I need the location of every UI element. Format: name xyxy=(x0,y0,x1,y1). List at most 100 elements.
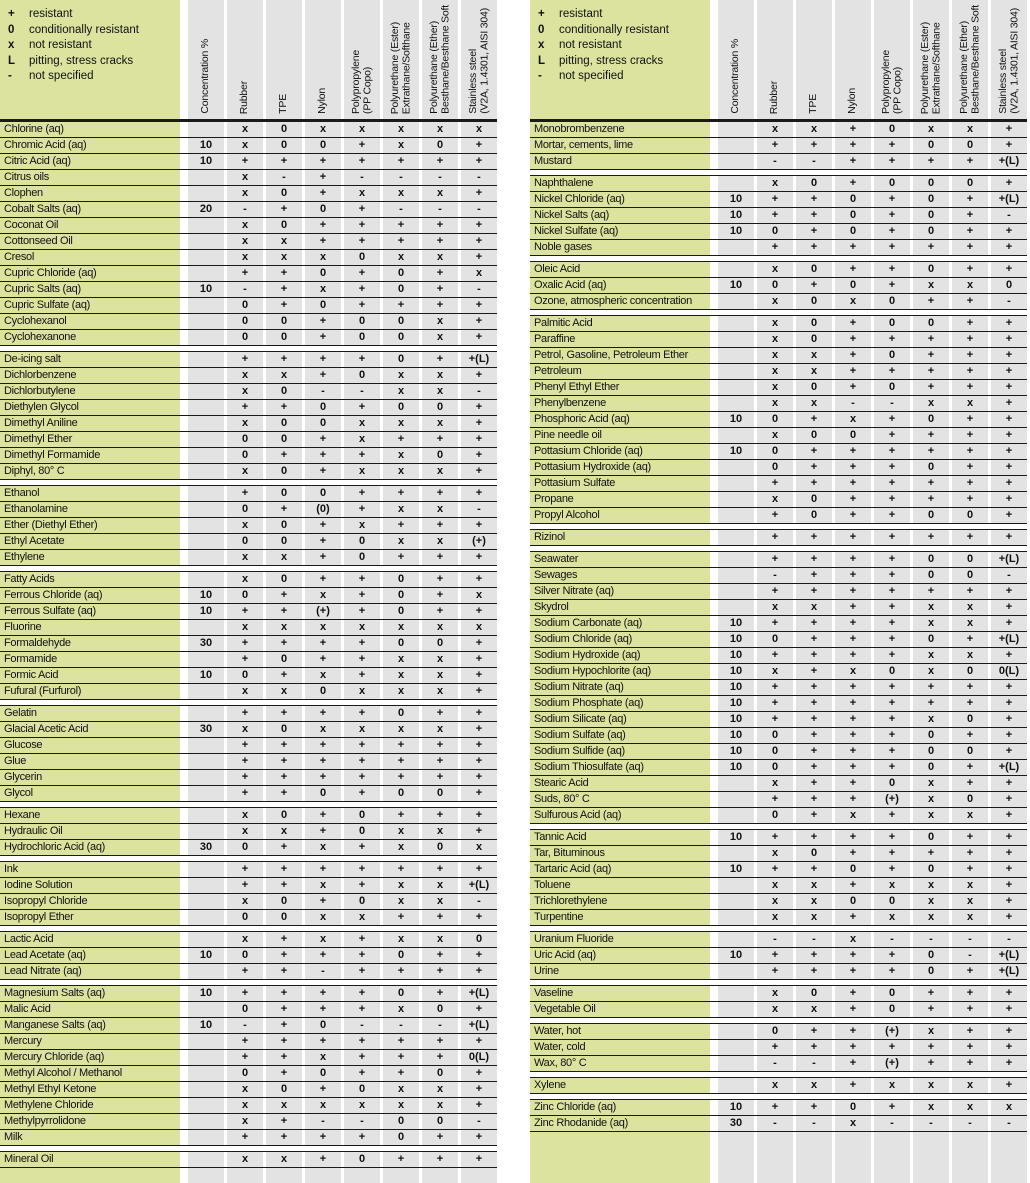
rating-cell: + xyxy=(266,1034,302,1049)
table-row: Cyclohexanol 0 0 +0 0 x + xyxy=(0,314,497,330)
chemical-name: Malic Acid xyxy=(0,1002,180,1017)
rating-cell: 0 xyxy=(344,824,380,839)
rating-cell: 0 xyxy=(952,508,988,523)
rating-cell: + xyxy=(796,964,832,979)
rating-cell: + xyxy=(874,460,910,475)
rating-cell: (+) xyxy=(874,1024,910,1039)
rating-cell: + xyxy=(383,486,419,501)
chemical-name: Monobrombenzene xyxy=(530,122,710,137)
rating-cell: + xyxy=(952,428,988,443)
rating-cell: x xyxy=(227,416,263,431)
rating-cell: 0 xyxy=(796,294,832,309)
rating-cell: + xyxy=(461,948,497,963)
rating-cell: + xyxy=(305,986,341,1001)
rating-cell: 0 xyxy=(835,862,871,877)
rating-cell: + xyxy=(991,878,1027,893)
rating-cell: x xyxy=(383,668,419,683)
chemical-name: Phenyl Ethyl Ether xyxy=(530,380,710,395)
rating-cell: + xyxy=(874,224,910,239)
rating-cell: x xyxy=(796,1002,832,1017)
rating-cell: +(L) xyxy=(991,760,1027,775)
rating-cell: 0 xyxy=(913,192,949,207)
chemical-name: Pottasium Sulfate xyxy=(530,476,710,491)
rating-cell: 0 xyxy=(952,664,988,679)
rating-cell: 0 xyxy=(796,986,832,1001)
filler-name-column xyxy=(530,1132,710,1183)
chemical-name: Sodium Carbonate (aq) xyxy=(530,616,710,631)
rating-cell: + xyxy=(757,1040,793,1055)
rating-cell: 0 xyxy=(913,760,949,775)
rating-cell: - xyxy=(461,502,497,517)
rating-cell: x xyxy=(422,186,458,201)
rating-cell: + xyxy=(835,744,871,759)
concentration-value xyxy=(718,776,754,791)
rating-cell: x xyxy=(422,416,458,431)
table-row: Methyl Ethyl Ketone x 0 +0 x x + xyxy=(0,1082,497,1098)
rating-cell: + xyxy=(227,1050,263,1065)
concentration-value xyxy=(718,878,754,893)
rating-cell: + xyxy=(991,894,1027,909)
concentration-value xyxy=(718,428,754,443)
rating-cell: x xyxy=(913,712,949,727)
rating-cell: x xyxy=(422,652,458,667)
rating-cell: + xyxy=(305,636,341,651)
chemical-name: Zinc Chloride (aq) xyxy=(530,1100,710,1115)
rating-cell: x xyxy=(383,684,419,699)
table-row: Propane x 0 + + + + + xyxy=(530,492,1027,508)
rating-cell: (+) xyxy=(305,604,341,619)
chemical-name: Phosphoric Acid (aq) xyxy=(530,412,710,427)
concentration-value xyxy=(718,396,754,411)
rating-cell: x xyxy=(305,122,341,137)
rating-cell: x xyxy=(913,1024,949,1039)
rating-cell: 0 xyxy=(227,448,263,463)
legend-label: resistant xyxy=(559,8,603,20)
rating-cell: + xyxy=(835,948,871,963)
table-row: Iodine Solution + + x + x x +(L) xyxy=(0,878,497,894)
column-header: Stainless steel (V2A, 1.4301, AISI 304) xyxy=(461,0,497,119)
rating-cell: + xyxy=(305,154,341,169)
table-row: Nickel Sulfate (aq) 10 0 +0 +0 + + xyxy=(530,224,1027,240)
rating-cell: + xyxy=(874,616,910,631)
rating-cell: + xyxy=(422,1034,458,1049)
rating-cell: + xyxy=(422,572,458,587)
rating-cell: + xyxy=(991,122,1027,137)
rating-cell: + xyxy=(991,364,1027,379)
rating-cell: - xyxy=(796,154,832,169)
legend-label: resistant xyxy=(29,8,73,20)
concentration-value xyxy=(188,550,224,565)
chemical-name: Vegetable Oil xyxy=(530,1002,710,1017)
rating-cell: + xyxy=(952,316,988,331)
rating-cell: + xyxy=(227,706,263,721)
rating-cell: + xyxy=(344,964,380,979)
rating-cell: x xyxy=(757,348,793,363)
rating-cell: + xyxy=(422,298,458,313)
rating-cell: + xyxy=(344,786,380,801)
concentration-value: 10 xyxy=(188,588,224,603)
rating-cell: - xyxy=(344,1018,380,1033)
column-header: Nylon xyxy=(305,0,341,119)
rating-cell: + xyxy=(835,696,871,711)
concentration-value xyxy=(188,964,224,979)
rating-cell: + xyxy=(991,910,1027,925)
rating-cell: + xyxy=(991,1056,1027,1071)
chemical-name: Glycol xyxy=(0,786,180,801)
rating-cell: + xyxy=(952,444,988,459)
chemical-name: Glucose xyxy=(0,738,180,753)
chemical-name: Iodine Solution xyxy=(0,878,180,893)
rating-cell: x xyxy=(305,668,341,683)
concentration-value xyxy=(718,846,754,861)
rating-cell: + xyxy=(461,518,497,533)
rating-cell: 0 xyxy=(757,412,793,427)
rating-cell: + xyxy=(344,352,380,367)
rating-cell: + xyxy=(461,298,497,313)
rating-cell: - xyxy=(383,170,419,185)
rating-cell: + xyxy=(991,862,1027,877)
chemical-name: Citric Acid (aq) xyxy=(0,154,180,169)
concentration-value xyxy=(188,432,224,447)
rating-cell: +(L) xyxy=(461,1018,497,1033)
rating-cell: x xyxy=(757,428,793,443)
rating-cell: + xyxy=(796,728,832,743)
rating-cell: + xyxy=(422,770,458,785)
rating-cell: + xyxy=(796,808,832,823)
concentration-value xyxy=(188,502,224,517)
